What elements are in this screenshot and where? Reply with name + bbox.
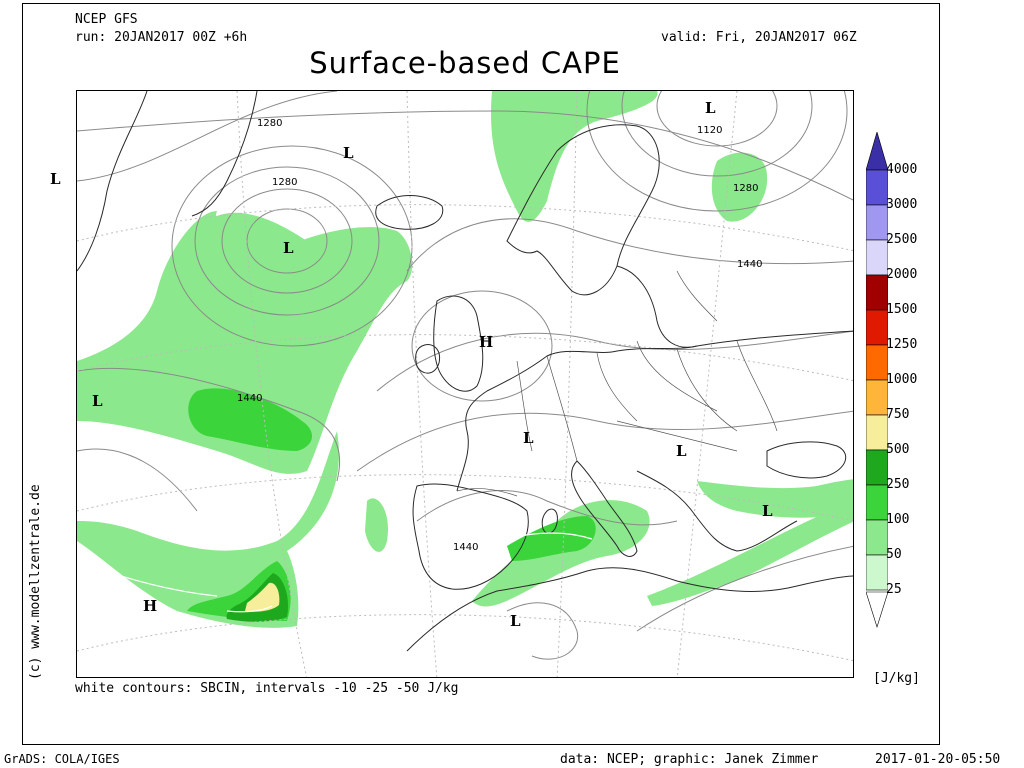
isohypse-label: 1280 bbox=[272, 177, 297, 188]
cape-area-central-med bbox=[647, 501, 853, 606]
isohypse-label: 1440 bbox=[237, 393, 262, 404]
legend-level-label: 50 bbox=[886, 547, 902, 562]
legend-swatch bbox=[866, 204, 888, 241]
legend-bottom-arrow bbox=[866, 591, 888, 629]
cape-area-eastern-med bbox=[697, 479, 853, 518]
legend-level-label: 100 bbox=[886, 512, 910, 527]
valid-time: valid: Fri, 20JAN2017 06Z bbox=[661, 30, 857, 45]
legend-swatch bbox=[866, 239, 888, 276]
cape-area-scandinavia bbox=[491, 91, 658, 222]
legend-swatch bbox=[866, 169, 888, 206]
legend-level-label: 1250 bbox=[886, 337, 918, 352]
isohypse-label: 1440 bbox=[737, 259, 762, 270]
continental-coast bbox=[486, 330, 853, 392]
isohypse-label: 1120 bbox=[697, 125, 722, 136]
legend-swatch bbox=[866, 344, 888, 381]
italy-coast bbox=[571, 460, 638, 557]
legend-level-label: 2500 bbox=[886, 232, 918, 247]
low-center: L bbox=[92, 392, 103, 410]
isohypse-label: 1440 bbox=[453, 542, 478, 553]
high-center: H bbox=[143, 597, 157, 615]
cape-area-atlantic-inner bbox=[188, 388, 313, 451]
cape-area-iceland-west bbox=[206, 212, 309, 268]
low-center: L bbox=[705, 99, 716, 117]
legend-swatch bbox=[866, 379, 888, 416]
legend-level-label: 1500 bbox=[886, 302, 918, 317]
greenland-coast bbox=[77, 91, 148, 272]
country-borders bbox=[456, 270, 778, 497]
data-credit: data: NCEP; graphic: Janek Zimmer bbox=[560, 752, 819, 767]
ireland-coast bbox=[415, 344, 441, 374]
pressure-centers: L L L L L L L L H H bbox=[92, 99, 773, 630]
coastlines bbox=[77, 91, 853, 652]
legend-swatch bbox=[866, 554, 888, 591]
low-center: L bbox=[343, 144, 354, 162]
low-center: L bbox=[676, 442, 687, 460]
run-time: run: 20JAN2017 00Z +6h bbox=[75, 30, 248, 45]
sbcin-note: white contours: SBCIN, intervals -10 -25… bbox=[75, 681, 459, 696]
website-credit: (c) www.modellzentrale.de bbox=[28, 484, 43, 680]
map-canvas: L L L L L L L L H H 1280 1280 1120 1280 … bbox=[77, 91, 853, 677]
balkans-coast bbox=[636, 470, 798, 552]
software-credit: GrADS: COLA/IGES bbox=[4, 752, 120, 766]
cape-area-barents bbox=[711, 152, 768, 222]
legend-colorbar bbox=[866, 132, 888, 629]
isohypse-label: 1280 bbox=[733, 183, 758, 194]
model-name: NCEP GFS bbox=[75, 12, 138, 27]
sbcin-contours bbox=[77, 532, 593, 613]
chart-title: Surface-based CAPE bbox=[309, 46, 621, 80]
legend-level-label: 4000 bbox=[886, 162, 918, 177]
africa-coast bbox=[406, 567, 853, 652]
isohypse-labels: 1280 1280 1120 1280 1440 1440 1440 bbox=[237, 118, 762, 553]
iceland-coast bbox=[375, 195, 444, 230]
british-isles-coast bbox=[433, 295, 484, 392]
low-center: L bbox=[523, 429, 534, 447]
legend-top-arrow bbox=[866, 132, 888, 171]
legend-level-label: 750 bbox=[886, 407, 910, 422]
legend-level-label: 2000 bbox=[886, 267, 918, 282]
legend-swatch bbox=[866, 309, 888, 346]
low-center: L bbox=[762, 502, 773, 520]
legend-swatch bbox=[866, 484, 888, 521]
baltic-coast bbox=[616, 265, 698, 348]
iberia-coast bbox=[412, 483, 529, 590]
cape-shading bbox=[77, 91, 853, 628]
legend-swatch bbox=[866, 519, 888, 556]
isohypse-label: 1280 bbox=[257, 118, 282, 129]
legend-level-label: 500 bbox=[886, 442, 910, 457]
timestamp: 2017-01-20-05:50 bbox=[875, 752, 1001, 767]
legend-swatch bbox=[866, 274, 888, 311]
cape-area-biscay bbox=[365, 498, 388, 552]
high-center: H bbox=[479, 333, 493, 351]
low-center: L bbox=[283, 239, 294, 257]
figure-frame bbox=[22, 3, 940, 745]
cape-map: L L L L L L L L H H 1280 1280 1120 1280 … bbox=[76, 90, 854, 678]
scandinavia-coast bbox=[506, 124, 660, 296]
legend-level-label: 25 bbox=[886, 582, 902, 597]
greenland-east-coast bbox=[191, 91, 258, 217]
legend-level-label: 250 bbox=[886, 477, 910, 492]
cape-area-western-med-core bbox=[507, 516, 596, 561]
legend-swatch bbox=[866, 414, 888, 451]
france-coast bbox=[456, 390, 488, 492]
legend-swatch bbox=[866, 449, 888, 486]
legend-level-label: 3000 bbox=[886, 197, 918, 212]
cape-area-southwest-peak bbox=[245, 582, 280, 612]
low-center: L bbox=[50, 170, 61, 188]
black-sea-coast bbox=[766, 441, 847, 479]
low-center: L bbox=[510, 612, 521, 630]
legend-level-label: 1000 bbox=[886, 372, 918, 387]
legend-unit: [J/kg] bbox=[873, 671, 920, 686]
geopotential-contours bbox=[77, 91, 853, 660]
graticule bbox=[77, 91, 853, 677]
